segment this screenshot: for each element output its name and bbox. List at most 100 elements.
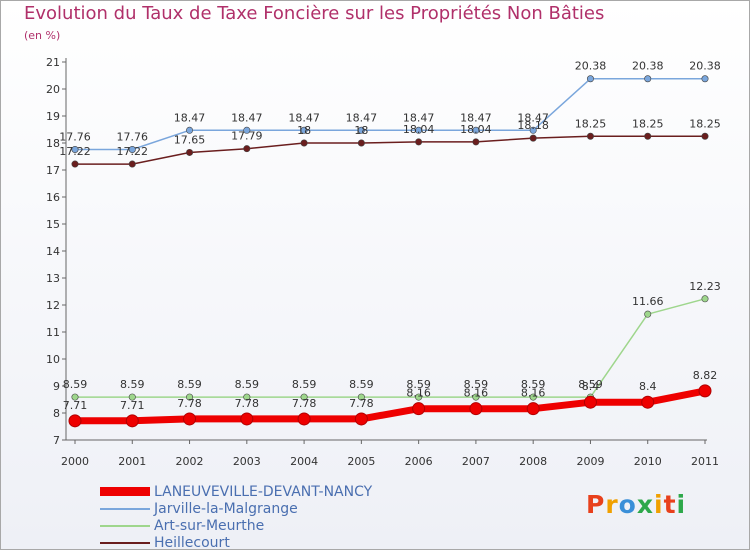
legend-swatch-laneuveville	[100, 487, 150, 496]
data-point	[71, 160, 79, 168]
x-tick-label: 2009	[576, 455, 604, 468]
data-label: 7.78	[235, 397, 260, 410]
data-label: 8.16	[464, 387, 489, 400]
y-tick-label: 17	[46, 164, 60, 177]
data-label: 8.4	[639, 380, 657, 393]
data-label: 8.16	[406, 387, 431, 400]
data-label: 20.38	[632, 60, 664, 73]
data-label: 7.78	[292, 397, 317, 410]
x-tick-label: 2004	[290, 455, 318, 468]
legend-label-laneuveville: LANEUVEVILLE-DEVANT-NANCY	[154, 484, 373, 500]
data-label: 7.71	[120, 399, 145, 412]
data-label: 8.59	[63, 378, 88, 391]
chart-title: Evolution du Taux de Taxe Foncière sur l…	[24, 3, 605, 24]
x-tick-label: 2011	[691, 455, 719, 468]
y-tick-label: 15	[46, 218, 60, 231]
data-point	[300, 126, 308, 134]
data-label: 8.59	[521, 378, 546, 391]
logo-letter: P	[586, 490, 606, 519]
data-point	[186, 126, 194, 134]
data-point	[529, 126, 537, 134]
data-point	[354, 412, 368, 426]
data-point	[641, 395, 655, 409]
logo-letter: x	[636, 490, 654, 519]
data-label: 18	[354, 124, 368, 137]
data-label: 18.47	[460, 111, 492, 124]
data-label: 18	[297, 124, 311, 137]
data-point	[186, 148, 194, 156]
data-point	[240, 412, 254, 426]
data-point	[125, 414, 139, 428]
data-label: 8.59	[292, 378, 317, 391]
y-tick-label: 13	[46, 272, 60, 285]
data-point	[583, 395, 597, 409]
series-line-3	[75, 135, 705, 165]
data-label: 20.38	[575, 60, 607, 73]
x-tick-label: 2000	[61, 455, 89, 468]
x-tick-label: 2001	[118, 455, 146, 468]
data-point	[128, 145, 136, 153]
x-tick-label: 2010	[634, 455, 662, 468]
data-point	[412, 402, 426, 416]
data-point	[300, 393, 308, 401]
data-label: 8.59	[120, 378, 145, 391]
unit-label: (en %)	[24, 29, 61, 42]
data-label: 7.78	[177, 397, 202, 410]
data-label: 11.66	[632, 295, 664, 308]
data-label: 18.47	[517, 111, 549, 124]
logo-letter: i	[654, 490, 664, 519]
y-tick-label: 8	[53, 407, 60, 420]
data-label: 8.59	[349, 378, 374, 391]
data-label: 18.04	[460, 123, 492, 136]
data-point	[128, 160, 136, 168]
data-point	[183, 412, 197, 426]
logo-letter: t	[663, 490, 677, 519]
data-label: 18.47	[346, 111, 378, 124]
x-tick-label: 2006	[405, 455, 433, 468]
data-point	[415, 138, 423, 146]
data-point	[701, 295, 709, 303]
data-point	[128, 393, 136, 401]
data-point	[71, 393, 79, 401]
data-label: 18.25	[689, 117, 721, 130]
y-tick-label: 11	[46, 326, 60, 339]
y-tick-label: 21	[46, 56, 60, 69]
data-point	[472, 393, 480, 401]
data-label: 18.25	[575, 117, 607, 130]
data-point	[357, 393, 365, 401]
data-label: 7.71	[63, 399, 88, 412]
data-label: 12.23	[689, 280, 721, 293]
data-label: 18.47	[403, 111, 435, 124]
series-line-0	[75, 387, 706, 425]
series-line-2	[75, 298, 706, 398]
y-tick-label: 9	[53, 380, 60, 393]
axes: 7 8 9 10 11 12 13 14 15 16 17 18 19 20 21 2000 2001 2002 2…	[46, 56, 719, 468]
x-tick-label: 2005	[347, 455, 375, 468]
data-point	[297, 412, 311, 426]
data-point	[469, 402, 483, 416]
data-label: 18.04	[403, 123, 435, 136]
series-points	[68, 75, 712, 428]
logo-letter: o	[618, 490, 637, 519]
data-point	[586, 75, 594, 83]
data-label: 8.59	[464, 378, 489, 391]
data-point	[357, 126, 365, 134]
data-label: 18.25	[632, 117, 664, 130]
y-tick-label: 18	[46, 137, 60, 150]
y-tick-label: 20	[46, 83, 60, 96]
data-label: 8.16	[521, 387, 546, 400]
legend-label-jarville: Jarville-la-Malgrange	[154, 501, 298, 517]
data-point	[415, 126, 423, 134]
y-tick-label: 19	[46, 110, 60, 123]
data-point	[71, 145, 79, 153]
proxiti-logo: Proxiti	[586, 490, 686, 519]
data-point	[698, 384, 712, 398]
data-label: 17.76	[59, 130, 91, 143]
data-point	[529, 134, 537, 142]
data-label: 18.18	[517, 119, 549, 132]
y-tick-label: 12	[46, 299, 60, 312]
data-point	[701, 75, 709, 83]
y-tick-label: 14	[46, 245, 60, 258]
data-point	[186, 393, 194, 401]
